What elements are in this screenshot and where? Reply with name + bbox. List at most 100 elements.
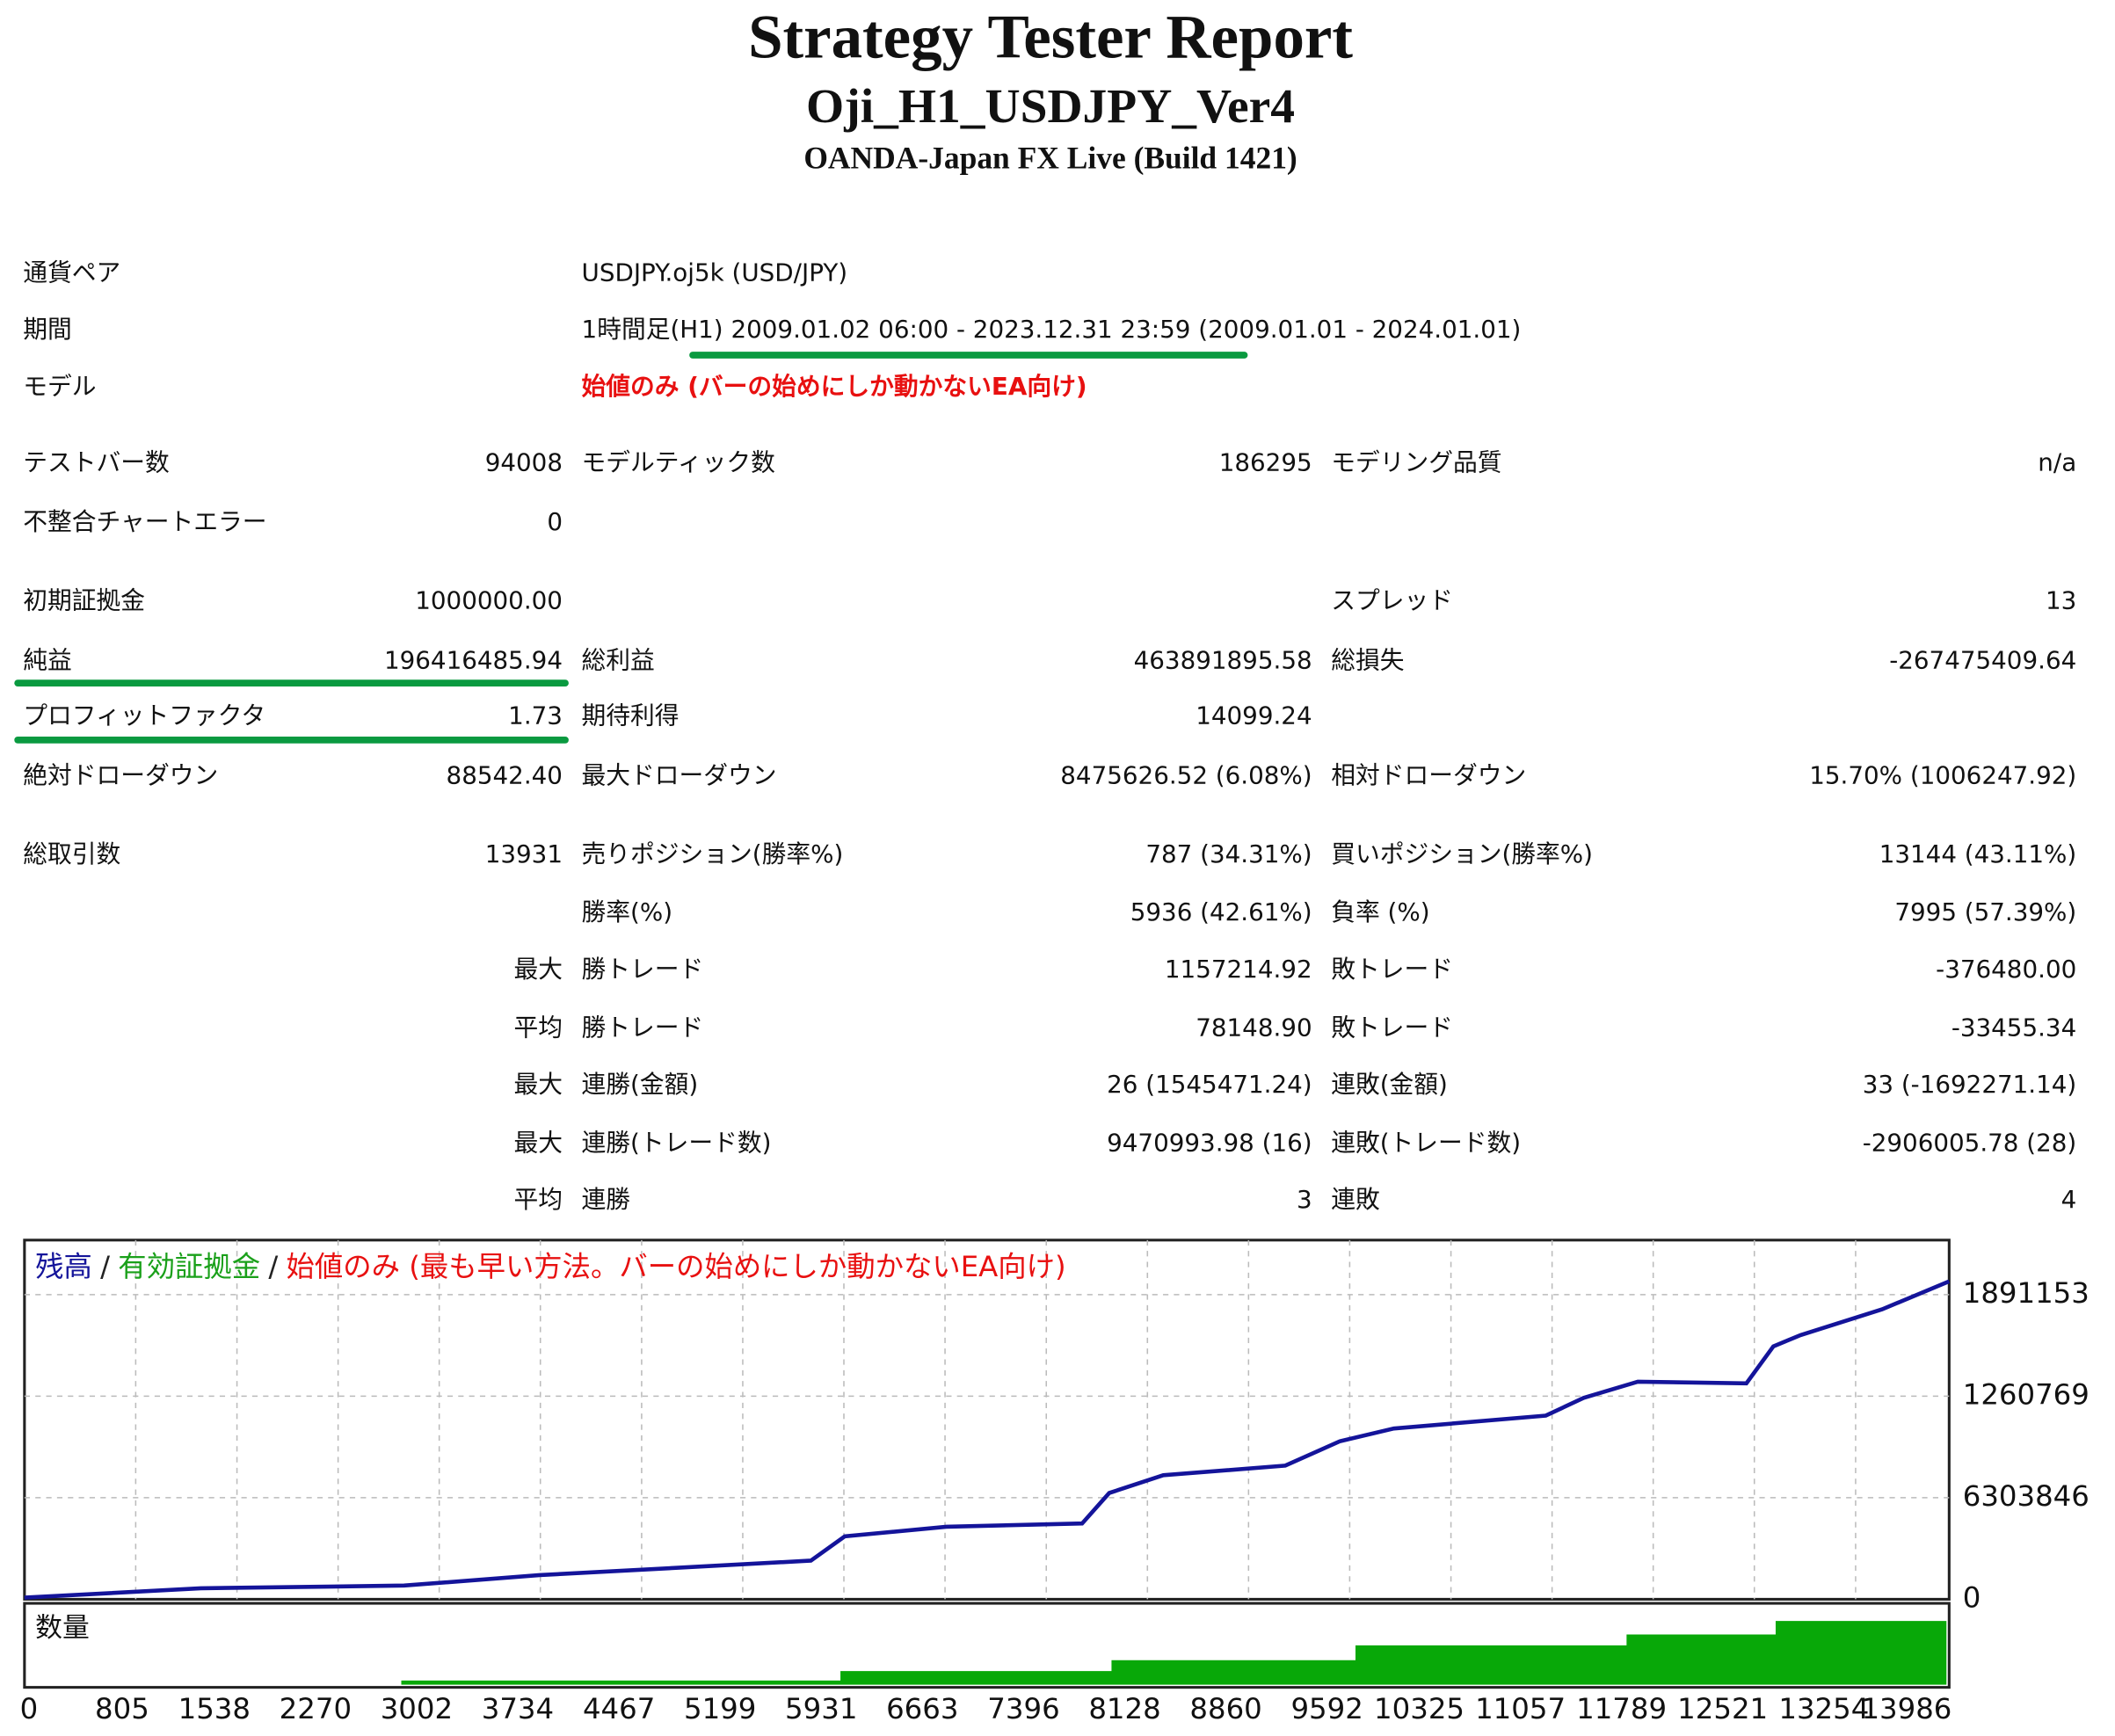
stat-value: 88542.40 bbox=[447, 760, 563, 789]
stat-label: テストバー数 bbox=[23, 447, 170, 476]
stat-label: 敗トレード bbox=[1331, 1013, 1453, 1042]
x-tick-label: 10325 bbox=[1374, 1692, 1465, 1725]
stat-value: 8475626.52 (6.08%) bbox=[1060, 760, 1312, 789]
x-tick-label: 8128 bbox=[1088, 1692, 1160, 1725]
legend-entry: 有効証拠金 bbox=[118, 1250, 260, 1283]
stat-value: n/a bbox=[2038, 447, 2076, 476]
param-label: 期間 bbox=[23, 315, 72, 344]
stat-value: 13144 (43.11%) bbox=[1879, 839, 2077, 868]
x-tick-label: 4467 bbox=[583, 1692, 655, 1725]
server: OANDA-Japan FX Live (Build 1421) bbox=[803, 141, 1297, 176]
stat-label: 連勝(金額) bbox=[582, 1070, 699, 1099]
stat-value: 3 bbox=[1297, 1185, 1312, 1214]
legend-separator: / bbox=[100, 1250, 110, 1283]
x-tick-label: 11057 bbox=[1475, 1692, 1566, 1725]
subtitle: Oji_H1_USDJPY_Ver4 bbox=[806, 80, 1295, 134]
stat-value: -33455.34 bbox=[1951, 1013, 2076, 1042]
volume-label: 数量 bbox=[35, 1612, 90, 1644]
stat-value: 78148.90 bbox=[1196, 1013, 1312, 1042]
volume-area bbox=[401, 1611, 1947, 1685]
stat-label: スプレッド bbox=[1331, 586, 1453, 615]
x-tick-label: 5199 bbox=[684, 1692, 756, 1725]
stat-label: 最大ドローダウン bbox=[582, 760, 777, 789]
stat-value: 13931 bbox=[485, 839, 563, 868]
stat-label: 敗トレード bbox=[1331, 955, 1453, 984]
balance-line bbox=[24, 1279, 1951, 1600]
stat-label: 勝トレード bbox=[582, 1013, 704, 1042]
stat-label: 初期証拠金 bbox=[23, 586, 145, 615]
stat-value: -2906005.78 (28) bbox=[1863, 1128, 2077, 1157]
stat-label: 連敗(トレード数) bbox=[1331, 1128, 1521, 1157]
stat-label: 連勝 bbox=[582, 1185, 631, 1214]
stat-value: 9470993.98 (16) bbox=[1107, 1128, 1312, 1157]
stat-label: 絶対ドローダウン bbox=[23, 760, 218, 789]
y-tick-label: 1891153 bbox=[1963, 1276, 2090, 1310]
stat-label: モデリング品質 bbox=[1331, 447, 1501, 476]
param-value: USDJPY.oj5k (USD/JPY) bbox=[582, 258, 848, 287]
stat-value: 13 bbox=[2046, 586, 2076, 615]
stat-value: 33 (-1692271.14) bbox=[1863, 1070, 2077, 1099]
y-tick-label: 1260769 bbox=[1963, 1377, 2090, 1411]
x-tick-label: 805 bbox=[95, 1692, 149, 1725]
stat-label: 連勝(トレード数) bbox=[582, 1128, 772, 1157]
x-tick-label: 13986 bbox=[1861, 1692, 1951, 1725]
x-tick-label: 0 bbox=[20, 1692, 39, 1725]
param-label: 通貨ペア bbox=[23, 258, 120, 287]
x-tick-label: 11789 bbox=[1576, 1692, 1667, 1725]
stat-label: モデルティック数 bbox=[582, 447, 775, 476]
stat-value: 5936 (42.61%) bbox=[1130, 897, 1312, 926]
stat-label: 総利益 bbox=[582, 645, 655, 674]
stat-value: 787 (34.31%) bbox=[1145, 839, 1312, 868]
stat-value: 1000000.00 bbox=[415, 586, 563, 615]
stat-label: 勝トレード bbox=[582, 955, 704, 984]
stat-value: 最大 bbox=[513, 955, 563, 984]
stat-label: 総損失 bbox=[1331, 645, 1404, 674]
stat-label: 買いポジション(勝率%) bbox=[1331, 839, 1593, 868]
x-tick-label: 5931 bbox=[785, 1692, 857, 1725]
x-tick-label: 8860 bbox=[1189, 1692, 1261, 1725]
stat-value: 26 (1545471.24) bbox=[1107, 1070, 1312, 1099]
y-tick-label: 0 bbox=[1963, 1580, 1981, 1614]
stat-value: 最大 bbox=[513, 1128, 563, 1157]
legend-entry: 始値のみ (最も早い方法。バーの始めにしか動かないEA向け) bbox=[287, 1250, 1066, 1283]
x-tick-label: 2270 bbox=[280, 1692, 352, 1725]
x-tick-label: 3002 bbox=[381, 1692, 453, 1725]
stat-value: 平均 bbox=[513, 1185, 563, 1214]
stat-value: 1.73 bbox=[508, 701, 563, 730]
stat-label: 純益 bbox=[23, 645, 72, 674]
legend-entry: 残高 bbox=[35, 1250, 92, 1283]
stat-value: 186295 bbox=[1219, 447, 1312, 476]
x-tick-label: 9592 bbox=[1290, 1692, 1363, 1725]
stat-label: 勝率(%) bbox=[582, 897, 673, 926]
stat-value: 1157214.92 bbox=[1165, 955, 1312, 984]
title: Strategy Tester Report bbox=[748, 4, 1353, 72]
stat-label: 期待利得 bbox=[582, 701, 680, 730]
stat-value: 平均 bbox=[513, 1013, 563, 1042]
stat-label: 連敗 bbox=[1331, 1185, 1380, 1214]
chart-pane bbox=[23, 1238, 1951, 1601]
param-label: モデル bbox=[23, 372, 96, 401]
stat-label: 負率 (%) bbox=[1331, 897, 1429, 926]
x-tick-label: 7396 bbox=[987, 1692, 1059, 1725]
x-tick-label: 12521 bbox=[1677, 1692, 1768, 1725]
stat-value: 0 bbox=[547, 507, 563, 536]
stat-value: 15.70% (1006247.92) bbox=[1809, 760, 2076, 789]
stat-label: 売りポジション(勝率%) bbox=[582, 839, 844, 868]
x-tick-label: 1538 bbox=[178, 1692, 251, 1725]
param-value: 1時間足(H1) 2009.01.02 06:00 - 2023.12.31 2… bbox=[582, 315, 1522, 344]
stat-value: -267475409.64 bbox=[1889, 645, 2076, 674]
stat-value: 463891895.58 bbox=[1134, 645, 1312, 674]
stat-value: 最大 bbox=[513, 1070, 563, 1099]
legend-separator: / bbox=[268, 1250, 278, 1283]
stat-value: 7995 (57.39%) bbox=[1894, 897, 2076, 926]
stat-label: プロフィットファクタ bbox=[23, 701, 265, 730]
y-tick-label: 6303846 bbox=[1963, 1479, 2090, 1513]
param-value: 始値のみ (バーの始めにしか動かないEA向け) bbox=[582, 372, 1087, 401]
stat-value: 196416485.94 bbox=[384, 645, 563, 674]
stat-label: 相対ドローダウン bbox=[1331, 760, 1526, 789]
stat-label: 不整合チャートエラー bbox=[23, 507, 266, 536]
stat-value: -376480.00 bbox=[1936, 955, 2076, 984]
stat-value: 94008 bbox=[485, 447, 563, 476]
